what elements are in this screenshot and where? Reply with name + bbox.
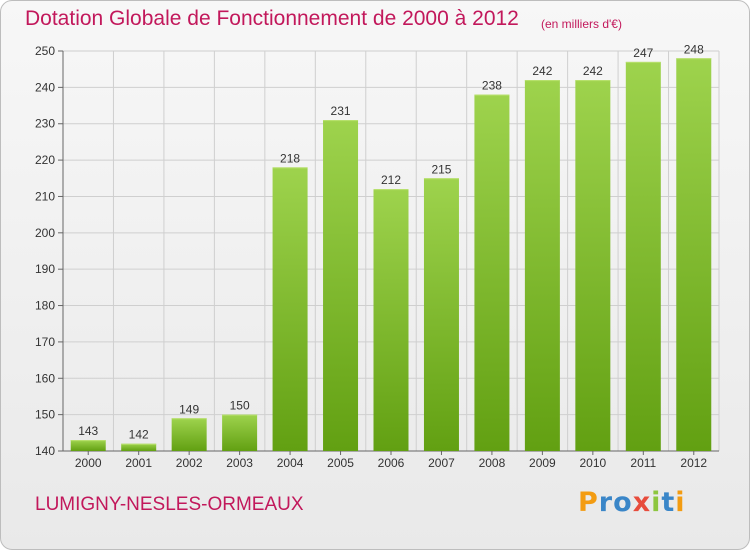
data-label: 242 [532,64,552,78]
x-tick-label: 2007 [428,456,455,470]
bar [70,440,106,451]
x-tick-label: 2003 [226,456,253,470]
y-tick-label: 190 [35,262,55,276]
y-tick-label: 210 [35,189,55,203]
y-tick-label: 160 [35,371,55,385]
bar [121,443,157,451]
logo-letter: P [578,487,599,518]
bar [676,58,712,451]
x-tick-label: 2006 [378,456,405,470]
chart-title: Dotation Globale de Fonctionnement de 20… [25,7,519,30]
x-tick-label: 2012 [680,456,707,470]
bar [625,61,661,452]
x-tick-label: 2001 [125,456,152,470]
bars [70,58,712,452]
x-tick-label: 2002 [176,456,203,470]
x-tick-label: 2004 [277,456,304,470]
bar [524,80,560,451]
logo-letter: x [632,487,652,518]
data-label: 231 [331,104,351,118]
proxiti-logo: Proxiti [578,487,686,518]
data-label: 142 [129,428,149,442]
y-tick-label: 240 [35,80,55,94]
bar [575,80,611,451]
x-tick-label: 2005 [327,456,354,470]
bar [323,120,359,451]
labels: 143 2000 142 2001 149 2002 150 2003 218 2004 231 20… [75,42,708,470]
bar [272,167,308,451]
logo-letter: i [675,487,686,518]
x-tick-label: 2011 [630,456,656,470]
y-tick-label: 220 [35,153,55,167]
data-label: 212 [381,173,401,187]
logo-letter: o [613,487,633,518]
x-tick-label: 2000 [75,456,102,470]
data-label: 247 [633,46,653,60]
y-tick-label: 200 [35,226,55,240]
logo-letter: r [598,487,614,518]
bar [423,178,459,452]
y-tick-label: 140 [35,444,55,458]
x-tick-label: 2009 [529,456,556,470]
unit-note: (en milliers d'€) [541,17,622,31]
y-tick-label: 250 [35,44,55,58]
y-tick-label: 180 [35,299,55,313]
y-tick-label: 150 [35,408,55,422]
data-label: 242 [583,64,603,78]
data-label: 143 [78,424,98,438]
data-label: 149 [179,402,199,416]
data-label: 215 [431,162,451,176]
x-tick-label: 2010 [579,456,606,470]
data-label: 218 [280,151,300,165]
data-label: 238 [482,79,502,93]
y-tick-label: 170 [35,335,55,349]
bar [474,94,510,452]
x-tick-label: 2008 [479,456,506,470]
data-label: 150 [230,399,250,413]
bar [222,414,258,451]
bar [171,418,207,451]
logo-letter: i [651,487,662,518]
commune-name: LUMIGNY-NESLES-ORMEAUX [35,494,304,515]
logo-letter: t [661,487,676,518]
y-tick-label: 230 [35,117,55,131]
bar [373,189,409,451]
data-label: 248 [684,42,704,56]
